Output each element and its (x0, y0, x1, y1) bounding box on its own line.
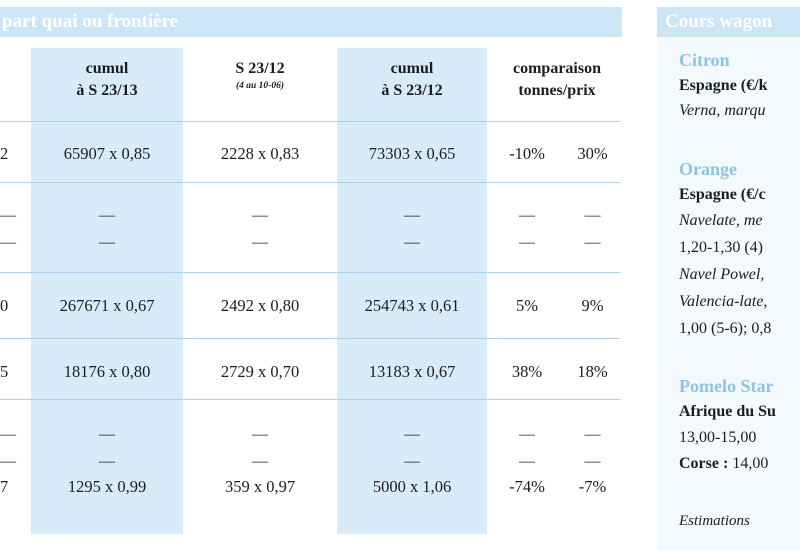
column-header-line2: tonnes/prix (518, 82, 596, 99)
cumul-13-cell: — (99, 453, 115, 470)
orange-price-line: 1,00 (5-6); 0,8 (679, 320, 772, 337)
cumul-12-cell: 13183 x 0,67 (368, 362, 456, 381)
week-cell: — (252, 426, 268, 443)
week-cell: — (252, 207, 268, 224)
cumul-12-cell: — (404, 207, 420, 224)
row-divider (0, 182, 620, 183)
column-header-subtitle: (4 au 10-06) (235, 81, 285, 91)
week-cell: 2228 x 0,83 (220, 144, 300, 163)
cumul-12-cell: 254743 x 0,61 (364, 296, 460, 315)
orange-variety-line: Valencia-late, (679, 293, 768, 310)
cumul-12-cell: 73303 x 0,65 (368, 144, 456, 163)
citron-title: Citron (679, 50, 730, 70)
cumul-13-cell: 18176 x 0,80 (63, 362, 151, 381)
orange-origin: Espagne (€/c (679, 186, 766, 203)
comparison-price-cell: 30% (577, 144, 608, 163)
cumul-13-cell: — (99, 207, 115, 224)
cumul-13-cell: — (99, 426, 115, 443)
row-lead-cell: — (0, 426, 16, 443)
estimations-note: Estimations (679, 513, 750, 529)
row-divider (0, 399, 620, 400)
corse-price-line: Corse : 14,00 (679, 455, 768, 473)
column-header-week: S 23/12 (4 au 10-06) (185, 58, 335, 92)
left-section-header: part quai ou frontière (0, 7, 622, 37)
week-cell: 2729 x 0,70 (220, 362, 300, 381)
right-section-header: Cours wagon (657, 7, 800, 37)
comparison-tonnes-cell: -74% (509, 477, 545, 496)
cumul-13-cell: 65907 x 0,85 (63, 144, 151, 163)
cumul-12-cell: — (404, 234, 420, 251)
comparison-price-cell: — (584, 207, 601, 224)
row-lead-cell: — (0, 234, 16, 251)
cumul-13-cell: 267671 x 0,67 (59, 296, 155, 315)
comparison-tonnes-cell: — (519, 426, 535, 443)
cumul-12-cell: — (404, 453, 420, 470)
comparison-price-cell: 9% (581, 296, 604, 315)
cumul-13-cell: 1295 x 0,99 (67, 477, 147, 496)
row-lead-cell: 5 (0, 362, 9, 381)
column-header-line1: cumul (85, 60, 129, 77)
pomelo-title: Pomelo Star (679, 376, 774, 396)
pomelo-origin: Afrique du Su (679, 403, 776, 420)
comparison-price-cell: — (584, 426, 601, 443)
comparison-price-cell: -7% (578, 477, 607, 496)
comparison-tonnes-cell: 5% (516, 296, 538, 315)
corse-label: Corse : (679, 455, 729, 472)
cumul-12-cell: — (404, 426, 420, 443)
column-highlight-cumul-12 (337, 48, 487, 534)
comparison-tonnes-cell: -10% (509, 144, 545, 163)
row-divider (0, 272, 620, 273)
cumul-13-cell: — (99, 234, 115, 251)
row-lead-cell: 2 (0, 144, 9, 163)
column-header-line1: comparaison (513, 60, 601, 77)
column-header-cumul-12: cumul à S 23/12 (337, 58, 487, 102)
row-lead-cell: — (0, 453, 16, 470)
comparison-tonnes-cell: — (519, 234, 535, 251)
row-lead-cell: 0 (0, 296, 9, 315)
week-cell: — (252, 234, 268, 251)
comparison-price-cell: 18% (577, 362, 608, 381)
pomelo-price: 13,00-15,00 (679, 429, 757, 446)
column-header-line2: à S 23/13 (76, 82, 138, 99)
row-divider (0, 338, 620, 339)
comparison-tonnes-cell: 38% (511, 362, 543, 381)
corse-price: 14,00 (732, 455, 769, 472)
column-header-line1: cumul (390, 60, 434, 77)
week-cell: 359 x 0,97 (224, 477, 296, 496)
column-header-comparison: comparaison tonnes/prix (492, 58, 622, 102)
row-lead-cell: 7 (0, 477, 9, 496)
row-divider (0, 121, 620, 122)
comparison-price-cell: — (584, 453, 601, 470)
comparison-tonnes-cell: — (519, 207, 535, 224)
column-highlight-cumul-13 (31, 48, 183, 534)
week-cell: 2492 x 0,80 (220, 296, 300, 315)
orange-variety-line: Navelate, me (679, 212, 763, 229)
comparison-tonnes-cell: — (519, 453, 535, 470)
orange-price-line: 1,20-1,30 (4) (679, 239, 763, 256)
citron-origin: Espagne (€/k (679, 77, 768, 94)
cumul-12-cell: 5000 x 1,06 (372, 477, 452, 496)
column-header-line1: S 23/12 (235, 60, 285, 77)
column-header-cumul-13: cumul à S 23/13 (31, 58, 183, 102)
citron-variety: Verna, marqu (679, 102, 766, 119)
column-header-line2: à S 23/12 (381, 82, 443, 99)
orange-variety-line: Navel Powel, (679, 266, 765, 283)
orange-title: Orange (679, 159, 737, 179)
comparison-price-cell: — (584, 234, 601, 251)
right-price-panel: Citron Espagne (€/k Verna, marqu Orange … (657, 37, 800, 550)
row-lead-cell: — (0, 207, 16, 224)
week-cell: — (252, 453, 268, 470)
